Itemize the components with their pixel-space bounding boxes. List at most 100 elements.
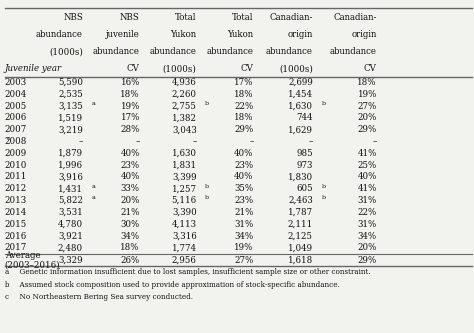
Text: Juvenile year: Juvenile year [5,64,62,73]
Text: c: c [5,293,9,301]
Text: 18%: 18% [120,90,140,99]
Text: 2016: 2016 [5,231,27,240]
Text: (1000s): (1000s) [49,47,83,56]
Text: 23%: 23% [121,161,140,170]
Text: abundance: abundance [207,47,254,56]
Text: b: b [321,101,326,106]
Text: 23%: 23% [235,196,254,205]
Text: Assumed stock composition used to provide approximation of stock-specific abunda: Assumed stock composition used to provid… [15,281,340,289]
Text: 1,996: 1,996 [58,161,83,170]
Text: 3,531: 3,531 [58,208,83,217]
Text: b: b [321,183,326,188]
Text: 41%: 41% [357,149,377,158]
Text: Average
(2003–2016): Average (2003–2016) [5,250,60,270]
Text: 40%: 40% [234,172,254,181]
Text: 33%: 33% [121,184,140,193]
Text: 744: 744 [296,114,313,123]
Text: b: b [205,183,210,188]
Text: Canadian-: Canadian- [269,13,313,22]
Text: 2006: 2006 [5,114,27,123]
Text: 29%: 29% [234,125,254,134]
Text: 1,382: 1,382 [172,114,197,123]
Text: 1,787: 1,787 [288,208,313,217]
Text: –: – [309,137,313,146]
Text: Genetic information insufficient due to lost samples, insufficient sample size o: Genetic information insufficient due to … [15,268,371,276]
Text: 5,822: 5,822 [58,196,83,205]
Text: abundance: abundance [150,47,197,56]
Text: 22%: 22% [357,208,377,217]
Text: 20%: 20% [357,114,377,123]
Text: 40%: 40% [120,149,140,158]
Text: 1,431: 1,431 [58,184,83,193]
Text: 3,390: 3,390 [172,208,197,217]
Text: 3,329: 3,329 [58,255,83,265]
Text: 2013: 2013 [5,196,27,205]
Text: 5,590: 5,590 [58,78,83,87]
Text: 4,780: 4,780 [58,220,83,229]
Text: 31%: 31% [234,220,254,229]
Text: 1,629: 1,629 [288,125,313,134]
Text: –: – [136,137,140,146]
Text: 19%: 19% [120,102,140,111]
Text: 31%: 31% [357,220,377,229]
Text: 2,535: 2,535 [58,90,83,99]
Text: origin: origin [351,30,377,39]
Text: 31%: 31% [357,196,377,205]
Text: 2,699: 2,699 [288,78,313,87]
Text: CV: CV [127,64,140,73]
Text: 1,454: 1,454 [288,90,313,99]
Text: a: a [91,195,95,200]
Text: NBS: NBS [120,13,140,22]
Text: 40%: 40% [234,149,254,158]
Text: 2,111: 2,111 [288,220,313,229]
Text: 18%: 18% [120,243,140,252]
Text: –: – [373,137,377,146]
Text: 2,755: 2,755 [172,102,197,111]
Text: 35%: 35% [235,184,254,193]
Text: juvenile: juvenile [106,30,140,39]
Text: 26%: 26% [120,255,140,265]
Text: 27%: 27% [357,102,377,111]
Text: 1,630: 1,630 [172,149,197,158]
Text: 1,049: 1,049 [288,243,313,252]
Text: 3,921: 3,921 [58,231,83,240]
Text: Total: Total [175,13,197,22]
Text: 3,135: 3,135 [58,102,83,111]
Text: abundance: abundance [93,47,140,56]
Text: 3,916: 3,916 [58,172,83,181]
Text: 985: 985 [296,149,313,158]
Text: 3,043: 3,043 [172,125,197,134]
Text: 21%: 21% [120,208,140,217]
Text: 40%: 40% [357,172,377,181]
Text: 34%: 34% [121,231,140,240]
Text: (1000s): (1000s) [163,64,197,73]
Text: 1,830: 1,830 [288,172,313,181]
Text: Total: Total [232,13,254,22]
Text: Yukon: Yukon [228,30,254,39]
Text: a: a [5,268,9,276]
Text: origin: origin [287,30,313,39]
Text: 4,936: 4,936 [172,78,197,87]
Text: 18%: 18% [234,114,254,123]
Text: b: b [321,195,326,200]
Text: 1,774: 1,774 [172,243,197,252]
Text: 2009: 2009 [5,149,27,158]
Text: 2,463: 2,463 [288,196,313,205]
Text: 1,257: 1,257 [172,184,197,193]
Text: 34%: 34% [358,231,377,240]
Text: 973: 973 [296,161,313,170]
Text: 2010: 2010 [5,161,27,170]
Text: 2005: 2005 [5,102,27,111]
Text: CV: CV [364,64,377,73]
Text: 2017: 2017 [5,243,27,252]
Text: 1,879: 1,879 [58,149,83,158]
Text: 20%: 20% [120,196,140,205]
Text: 23%: 23% [235,161,254,170]
Text: 41%: 41% [357,184,377,193]
Text: 19%: 19% [234,243,254,252]
Text: 4,113: 4,113 [172,220,197,229]
Text: 5,116: 5,116 [172,196,197,205]
Text: 28%: 28% [120,125,140,134]
Text: 2012: 2012 [5,184,27,193]
Text: c: c [7,137,10,142]
